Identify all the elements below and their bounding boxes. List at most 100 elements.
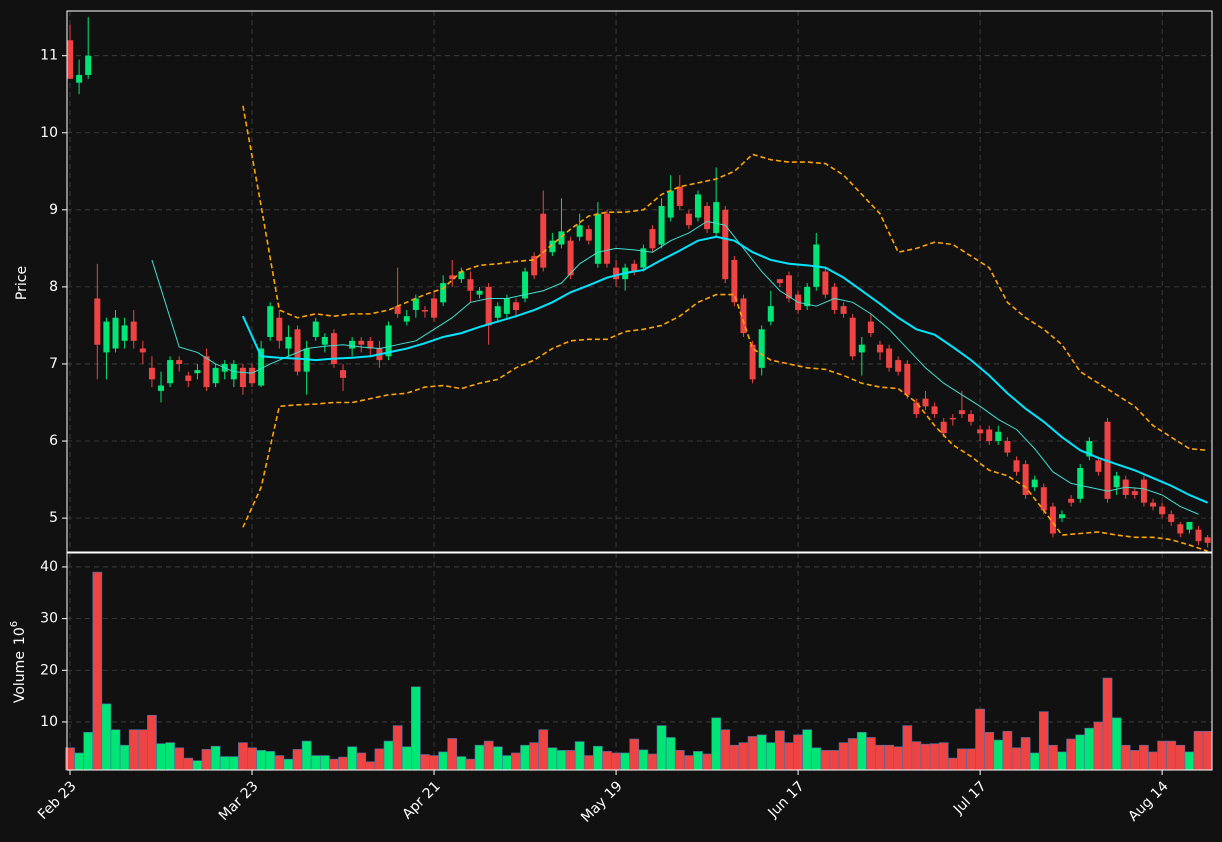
volume-bar	[1157, 740, 1167, 771]
volume-bar	[301, 740, 312, 771]
candle-body	[558, 231, 565, 245]
volume-bar	[984, 731, 995, 771]
volume-bar	[347, 746, 357, 771]
candle-body	[139, 348, 146, 353]
volume-bar	[383, 740, 394, 771]
y-tick-label: 20	[40, 662, 58, 678]
candle-body	[667, 190, 674, 218]
volume-bar	[310, 755, 321, 771]
volume-bar	[192, 760, 203, 771]
candle-body	[731, 259, 738, 303]
y-tick-label: 8	[49, 279, 58, 295]
volume-bar	[456, 756, 467, 771]
volume-bar	[201, 749, 212, 771]
candle-body	[1159, 506, 1166, 515]
candle-body	[94, 298, 101, 345]
volume-bar	[602, 751, 612, 771]
volume-bar	[884, 744, 894, 771]
candle-body	[895, 360, 902, 372]
volume-bar	[765, 742, 776, 771]
volume-bar	[392, 725, 403, 771]
volume-bar	[247, 747, 257, 771]
candle-body	[603, 213, 610, 264]
scale-exponent: 6	[9, 621, 20, 627]
volume-bar	[365, 761, 376, 771]
candle-body	[1204, 537, 1211, 543]
volume-bar	[92, 571, 103, 771]
candle-body	[549, 240, 556, 253]
candle-body	[476, 290, 483, 295]
candle-body	[503, 298, 510, 314]
volume-bar	[274, 755, 285, 771]
candle-body	[294, 329, 301, 372]
candle-body	[203, 356, 210, 388]
candle-body	[576, 225, 583, 237]
volume-bar	[620, 752, 631, 771]
candle-body	[858, 344, 865, 353]
candle-body	[458, 271, 465, 280]
candle-body	[148, 367, 155, 380]
volume-bar	[101, 703, 112, 771]
volume-bar	[656, 725, 667, 771]
volume-bar	[420, 754, 430, 771]
candle-body	[704, 205, 711, 230]
volume-bar	[720, 729, 731, 771]
y-axis-label: Price	[14, 266, 30, 300]
volume-bar	[1075, 734, 1086, 771]
volume-bar	[292, 749, 303, 771]
volume-bar	[238, 742, 248, 771]
candle-body	[968, 414, 975, 422]
volume-bar	[1202, 730, 1213, 771]
volume-bar	[465, 758, 476, 771]
candle-body	[676, 186, 683, 206]
volume-bar	[1148, 751, 1158, 771]
volume-bar	[838, 742, 849, 771]
volume-bar	[511, 752, 521, 771]
candle-body	[1186, 521, 1193, 530]
candle-body	[385, 325, 392, 357]
volume-bar	[429, 755, 439, 771]
scale-label: 10	[12, 627, 28, 645]
candle-body	[785, 275, 792, 299]
volume-bar	[174, 747, 185, 771]
candle-body	[986, 429, 993, 442]
candle-body	[522, 271, 529, 299]
candle-body	[358, 340, 365, 345]
candle-body	[421, 310, 428, 312]
volume-bar	[1193, 730, 1204, 771]
candle-body	[449, 275, 456, 280]
candle-body	[485, 286, 492, 326]
candle-body	[67, 40, 74, 79]
volume-bar	[1120, 744, 1131, 771]
candle-body	[321, 336, 328, 345]
volume-bar	[256, 750, 266, 771]
volume-bar	[1066, 738, 1076, 771]
volume-bar	[674, 750, 685, 771]
candle-body	[977, 429, 984, 434]
volume-bar	[492, 746, 503, 771]
volume-bar	[1002, 730, 1013, 771]
candle-body	[167, 360, 174, 384]
candle-body	[1095, 460, 1102, 472]
indicator-line	[151, 220, 1199, 515]
candle-body	[1131, 491, 1138, 495]
candle-body	[658, 205, 665, 245]
volume-bar	[729, 744, 740, 771]
candle-body	[258, 348, 265, 386]
volume-bar	[574, 741, 585, 771]
volume-bar	[1011, 747, 1022, 771]
volume-bar	[156, 743, 166, 771]
indicator-line	[242, 235, 1209, 504]
candle-body	[585, 229, 592, 241]
candle-body	[1068, 498, 1075, 503]
volume-bar	[856, 731, 867, 771]
candle-body	[1077, 467, 1084, 499]
candle-body	[1022, 464, 1029, 495]
indicator-line	[242, 293, 1208, 552]
panel-frame	[66, 552, 1213, 771]
candle-body	[1040, 487, 1047, 511]
volume-bar	[611, 752, 621, 771]
volume-bar	[920, 743, 931, 771]
candle-body	[1168, 514, 1175, 522]
